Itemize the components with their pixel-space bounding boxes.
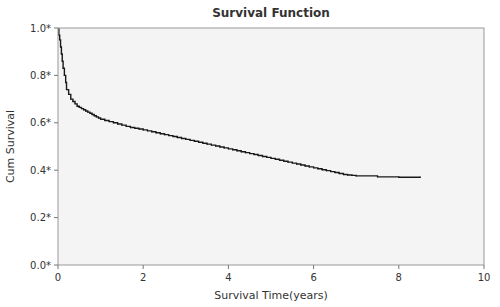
- y-tick: [54, 75, 58, 76]
- y-tick-label: 0.0*: [30, 260, 51, 271]
- x-tick: [58, 265, 59, 269]
- step-segment: [62, 61, 64, 68]
- step-segment: [292, 162, 296, 164]
- step-segment: [130, 127, 134, 129]
- step-segment: [152, 131, 156, 133]
- step-segment: [190, 140, 194, 142]
- y-tick: [54, 170, 58, 171]
- step-segment: [275, 159, 279, 161]
- y-tick: [54, 122, 58, 123]
- y-tick: [54, 217, 58, 218]
- y-tick-label: 0.6*: [30, 117, 51, 128]
- x-tick-label: 0: [55, 272, 61, 283]
- step-segment: [69, 94, 71, 99]
- x-tick-label: 8: [396, 272, 402, 283]
- step-segment: [147, 130, 151, 132]
- step-segment: [211, 144, 215, 146]
- step-segment: [169, 135, 173, 137]
- y-tick-label: 0.8*: [30, 70, 51, 81]
- y-tick: [54, 28, 58, 29]
- step-segment: [135, 128, 139, 130]
- x-tick: [143, 265, 144, 269]
- step-segment: [60, 47, 62, 54]
- step-segment: [207, 143, 211, 145]
- step-segment: [326, 170, 330, 172]
- step-segment: [224, 147, 228, 149]
- y-tick: [54, 265, 58, 266]
- step-segment: [301, 164, 305, 166]
- step-segment: [297, 163, 301, 165]
- step-segment: [216, 145, 220, 147]
- step-segment: [254, 154, 258, 156]
- chart-title: Survival Function: [212, 6, 330, 20]
- step-segment: [399, 177, 420, 178]
- x-axis-label: Survival Time(years): [214, 289, 328, 302]
- step-segment: [228, 148, 232, 150]
- plot-background: [58, 28, 484, 265]
- step-segment: [203, 142, 207, 144]
- x-tick-label: 6: [310, 272, 316, 283]
- y-tick-label: 1.0*: [30, 23, 51, 34]
- step-segment: [241, 151, 245, 153]
- step-segment: [309, 166, 313, 168]
- y-axis-label: Cum Survival: [4, 110, 17, 183]
- chart-container: 0 2 4 6 8 10 0.0* 0.2* 0.4* 0.6* 0.8* 1.0* Survival …: [0, 0, 500, 307]
- step-segment: [143, 129, 147, 131]
- step-segment: [67, 90, 69, 95]
- step-segment: [199, 142, 203, 144]
- step-segment: [258, 155, 262, 157]
- step-segment: [186, 139, 190, 141]
- x-tick: [313, 265, 314, 269]
- axes: 0 2 4 6 8 10 0.0* 0.2* 0.4* 0.6* 0.8* 1.0*: [30, 23, 490, 284]
- step-segment: [335, 172, 339, 174]
- step-segment: [318, 168, 322, 170]
- step-segment: [262, 156, 266, 158]
- step-segment: [177, 137, 181, 139]
- step-segment: [271, 158, 275, 160]
- step-segment: [182, 138, 186, 140]
- x-tick: [398, 265, 399, 269]
- step-segment: [160, 133, 164, 135]
- step-segment: [339, 173, 343, 175]
- plot-data: [58, 28, 420, 177]
- step-segment: [356, 175, 377, 177]
- step-segment: [233, 149, 237, 151]
- step-segment: [331, 171, 335, 173]
- plot-frame: [58, 28, 484, 265]
- step-segment: [156, 132, 160, 134]
- y-tick-label: 0.2*: [30, 212, 51, 223]
- step-segment: [65, 83, 67, 90]
- step-segment: [267, 157, 271, 159]
- step-segment: [220, 146, 224, 148]
- x-tick-label: 4: [225, 272, 231, 283]
- x-tick-label: 10: [478, 272, 491, 283]
- x-tick: [228, 265, 229, 269]
- step-segment: [284, 160, 288, 162]
- step-segment: [173, 136, 177, 138]
- chart-svg: 0 2 4 6 8 10 0.0* 0.2* 0.4* 0.6* 0.8* 1.0* Survival …: [0, 0, 500, 307]
- step-segment: [63, 68, 64, 75]
- step-segment: [59, 40, 61, 47]
- step-segment: [314, 167, 318, 169]
- step-segment: [139, 128, 143, 130]
- y-tick-label: 0.4*: [30, 165, 51, 176]
- x-tick-label: 2: [140, 272, 146, 283]
- step-segment: [280, 160, 284, 162]
- step-segment: [194, 141, 198, 143]
- step-segment: [378, 176, 399, 178]
- step-segment: [288, 161, 292, 163]
- step-segment: [322, 169, 326, 171]
- step-segment: [61, 54, 63, 61]
- step-segment: [64, 75, 65, 82]
- step-segment: [237, 150, 241, 152]
- step-segment: [245, 152, 249, 154]
- step-segment: [165, 134, 169, 136]
- step-segment: [250, 153, 254, 155]
- step-segment: [305, 165, 309, 167]
- x-tick: [484, 265, 485, 269]
